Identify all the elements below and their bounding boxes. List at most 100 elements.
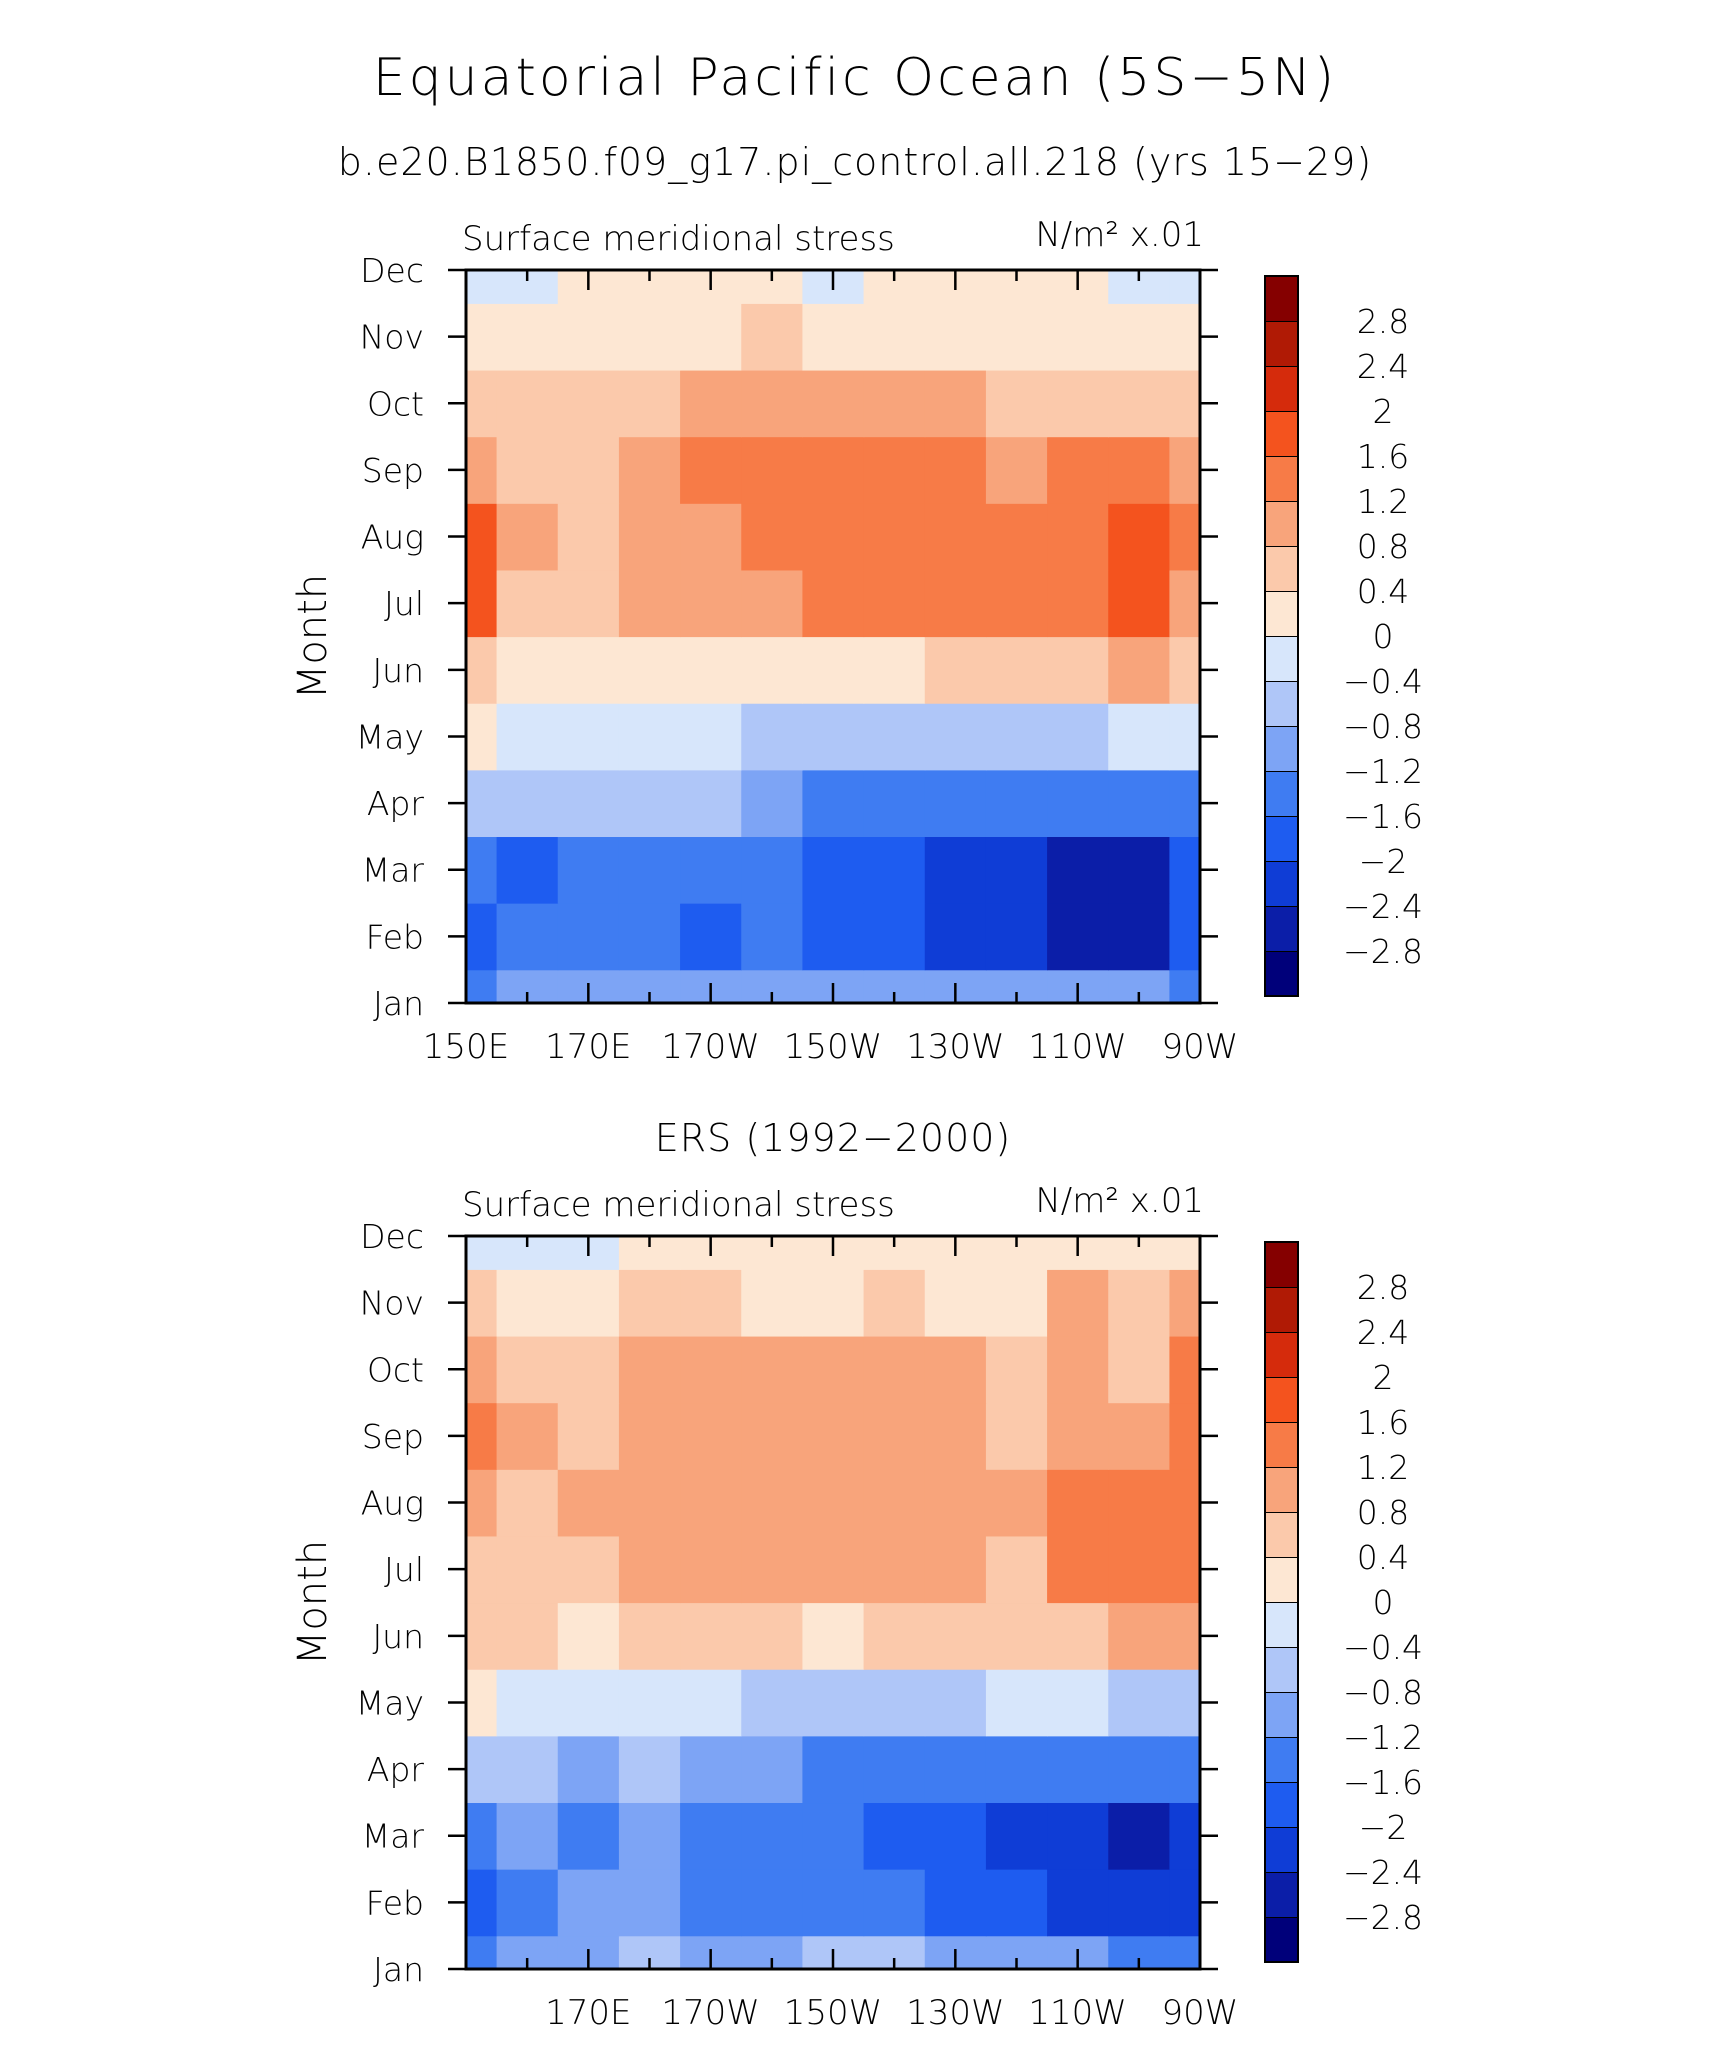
heatmap-cell — [680, 303, 742, 371]
heatmap-cell — [924, 369, 987, 438]
colorbar-box — [1264, 590, 1299, 637]
heatmap-cell — [466, 769, 498, 838]
y-tick-label: Jun — [372, 651, 424, 690]
heatmap-cell — [863, 436, 926, 504]
heatmap-cell — [985, 1335, 1048, 1404]
heatmap-cell — [1047, 836, 1109, 904]
y-tick-label: Oct — [367, 384, 424, 423]
heatmap-cell — [680, 1469, 742, 1537]
heatmap-cell — [466, 1735, 498, 1804]
colorbar-label: 2.8 — [1357, 1268, 1409, 1307]
heatmap-cell — [1169, 503, 1201, 571]
heatmap-cell — [618, 1402, 681, 1470]
heatmap-cell — [985, 503, 1048, 571]
heatmap-cell — [1047, 1869, 1109, 1937]
colorbar-box — [1264, 1421, 1299, 1468]
heatmap-cell — [1169, 703, 1201, 771]
heatmap-cell — [1108, 1602, 1171, 1670]
heatmap-cell — [1108, 903, 1171, 971]
heatmap-cell — [985, 1535, 1048, 1604]
heatmap-cell — [1108, 1535, 1171, 1604]
colorbar-box — [1264, 1376, 1299, 1423]
y-tick-label: Sep — [362, 1417, 424, 1456]
heatmap-cell — [1108, 636, 1171, 704]
heatmap-cell — [680, 1669, 742, 1737]
heatmap-cell — [741, 1802, 804, 1870]
heatmap-cell — [1047, 1602, 1109, 1670]
heatmap-cell — [1108, 1402, 1171, 1470]
colorbar-label: 1.2 — [1357, 1448, 1409, 1487]
heatmap-cell — [1047, 1802, 1109, 1870]
heatmap-cell — [1169, 903, 1201, 971]
heatmap-cell — [1169, 1402, 1201, 1470]
heatmap-cell — [680, 1735, 742, 1804]
colorbar-box — [1264, 1331, 1299, 1378]
y-tick-label: Aug — [361, 1484, 424, 1523]
figure-subtitle: b.e20.B1850.f09_g17.pi_control.all.218 (… — [338, 140, 1372, 185]
heatmap-cell — [802, 1469, 865, 1537]
heatmap-cell — [1047, 769, 1109, 838]
heatmap-cell — [1047, 1335, 1109, 1404]
y-tick-label: Nov — [360, 1284, 424, 1323]
heatmap-cell — [1169, 1669, 1201, 1737]
heatmap-cell — [466, 1402, 498, 1470]
heatmap-cell — [1047, 703, 1109, 771]
colorbar-box — [1264, 1286, 1299, 1333]
colorbar-label: 0 — [1373, 1583, 1394, 1622]
heatmap-cell — [802, 1669, 865, 1737]
heatmap-cell — [618, 1869, 681, 1937]
heatmap-cell — [466, 569, 498, 638]
x-tick-label: 110W — [1028, 1993, 1127, 2033]
heatmap-cell — [741, 1535, 804, 1604]
y-tick-label: Dec — [360, 1217, 424, 1256]
heatmap-cell — [1047, 369, 1109, 438]
heatmap-cell — [1108, 369, 1171, 438]
colorbar-box — [1264, 1871, 1299, 1918]
heatmap-cell — [496, 1269, 559, 1337]
heatmap-cell — [557, 1335, 620, 1404]
heatmap-cell — [680, 1602, 742, 1670]
heatmap-cell — [618, 1802, 681, 1870]
heatmap-cell — [466, 1469, 498, 1537]
heatmap-cell — [985, 1735, 1048, 1804]
heatmap-cell — [466, 1335, 498, 1404]
colorbar-label: 1.6 — [1357, 1403, 1409, 1442]
x-tick-label: 110W — [1028, 1027, 1127, 1067]
heatmap-cell — [985, 1469, 1048, 1537]
heatmap-cell — [924, 1869, 987, 1937]
heatmap-cell — [466, 270, 498, 304]
heatmap-cell — [741, 636, 804, 704]
heatmap-cell — [802, 503, 865, 571]
heatmap-cell — [924, 1402, 987, 1470]
heatmap-cell — [1169, 769, 1201, 838]
colorbar-box — [1264, 1781, 1299, 1828]
colorbar-box — [1264, 815, 1299, 862]
heatmap-cell — [557, 569, 620, 638]
heatmap-cell — [1047, 1469, 1109, 1537]
heatmap-cell — [924, 636, 987, 704]
heatmap-cell — [924, 569, 987, 638]
heatmap-cell — [1108, 1669, 1171, 1737]
heatmap-cell — [1169, 369, 1201, 438]
y-tick-label: Aug — [361, 518, 424, 557]
heatmap-cell — [557, 1535, 620, 1604]
heatmap-cell — [557, 1669, 620, 1737]
colorbar-label: −2.4 — [1343, 1853, 1423, 1892]
x-tick-label: 90W — [1162, 1993, 1239, 2033]
heatmap-cell — [741, 1602, 804, 1670]
heatmap-cell — [863, 703, 926, 771]
heatmap-cell — [1108, 769, 1171, 838]
heatmap-cell — [466, 369, 498, 438]
heatmap-cell — [985, 636, 1048, 704]
heatmap-cell — [863, 1469, 926, 1537]
heatmap-cell — [1108, 1269, 1171, 1337]
heatmap-cell — [680, 503, 742, 571]
heatmap-cell — [741, 836, 804, 904]
y-tick-label: Jul — [384, 584, 424, 623]
heatmap-cell — [496, 836, 559, 904]
heatmap-cell — [802, 569, 865, 638]
heatmap-cell — [985, 569, 1048, 638]
heatmap-cell — [863, 303, 926, 371]
heatmap-cell — [1108, 1735, 1171, 1804]
colorbar-label: −0.8 — [1343, 1673, 1423, 1712]
